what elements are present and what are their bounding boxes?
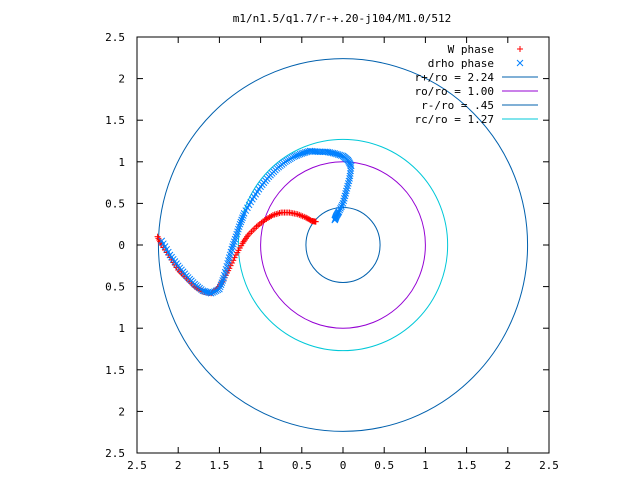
drho-phase-point xyxy=(209,289,217,296)
drho-phase-point xyxy=(342,187,350,195)
drho-phase-point xyxy=(239,212,247,219)
x-tick-label: 0 xyxy=(340,459,347,472)
y-tick-label: 1 xyxy=(118,156,125,169)
w-phase-point xyxy=(312,218,319,225)
drho-phase-point xyxy=(239,214,246,222)
y-tick-label: 2.5 xyxy=(105,447,125,460)
drho-phase-point xyxy=(343,185,351,192)
y-tick-label: 1.5 xyxy=(105,114,125,127)
drho-phase-point xyxy=(331,216,339,224)
legend-label: rc/ro = 1.27 xyxy=(415,113,494,126)
x-tick-label: 1 xyxy=(422,459,429,472)
drho-phase-point xyxy=(340,197,348,205)
x-tick-label: 1.5 xyxy=(209,459,229,472)
drho-phase-point xyxy=(345,177,353,185)
legend-label: drho phase xyxy=(428,57,494,70)
drho-phase-point xyxy=(342,190,349,197)
drho-phase-point xyxy=(339,200,347,207)
x-tick-label: 1.5 xyxy=(457,459,477,472)
drho-phase-point xyxy=(237,218,245,226)
circle-ro-ro-1-00 xyxy=(260,161,426,329)
drho-phase-point xyxy=(338,201,346,209)
drho-phase-point xyxy=(340,195,348,202)
data-markers xyxy=(154,147,355,297)
legend-label: W phase xyxy=(448,43,494,56)
legend-swatch xyxy=(516,59,524,67)
y-tick-label: 0.5 xyxy=(105,197,125,210)
drho-phase-point xyxy=(207,289,215,297)
circle-r-ro-45 xyxy=(305,207,381,283)
legend-label: r-/ro = .45 xyxy=(421,99,494,112)
x-tick-label: 2.5 xyxy=(127,459,147,472)
drho-phase-point xyxy=(344,182,351,190)
circle-r-ro-2-24 xyxy=(157,58,529,432)
drho-phase-point xyxy=(218,279,226,286)
drho-phase-point xyxy=(344,180,352,187)
drho-phase-point xyxy=(337,203,345,211)
y-tick-label: 0 xyxy=(118,239,125,252)
x-tick-label: 2 xyxy=(504,459,511,472)
drho-phase-point xyxy=(346,175,353,182)
y-tick-label: 2 xyxy=(118,73,125,86)
axis-ticks: 2.5 2 1.5 1 0.5 0 0.5 1 1.5 2 2.52.521.510.500.511… xyxy=(105,31,559,472)
legend-label: ro/ro = 1.00 xyxy=(415,85,494,98)
legend-label: r+/ro = 2.24 xyxy=(415,71,495,84)
y-tick-label: 0.5 xyxy=(105,281,125,294)
reference-circles xyxy=(157,58,529,432)
y-tick-label: 1 xyxy=(118,322,125,335)
drho-phase-point xyxy=(337,205,344,212)
drho-phase-point xyxy=(219,277,227,284)
legend-swatch xyxy=(517,46,523,52)
drho-phase-point xyxy=(217,281,225,289)
x-tick-label: 2.5 xyxy=(539,459,559,472)
chart-title: m1/n1.5/q1.7/r-+.20-j104/M1.0/512 xyxy=(233,12,452,25)
w-phase-point xyxy=(230,257,237,264)
x-tick-label: 2 xyxy=(175,459,182,472)
drho-phase-point xyxy=(211,288,218,295)
drho-phase-point xyxy=(238,216,246,224)
y-tick-label: 1.5 xyxy=(105,364,125,377)
drho-phase-point xyxy=(216,285,223,293)
x-tick-label: 0.5 xyxy=(292,459,312,472)
drho-phase-point xyxy=(341,192,349,200)
drho-phase-point xyxy=(236,220,244,228)
x-tick-label: 0.5 xyxy=(374,459,394,472)
drho-phase-point xyxy=(216,283,224,291)
circle-rc-ro-1-27 xyxy=(237,138,449,352)
y-tick-label: 2.5 xyxy=(105,31,125,44)
y-tick-label: 2 xyxy=(118,405,125,418)
x-tick-label: 1 xyxy=(257,459,264,472)
